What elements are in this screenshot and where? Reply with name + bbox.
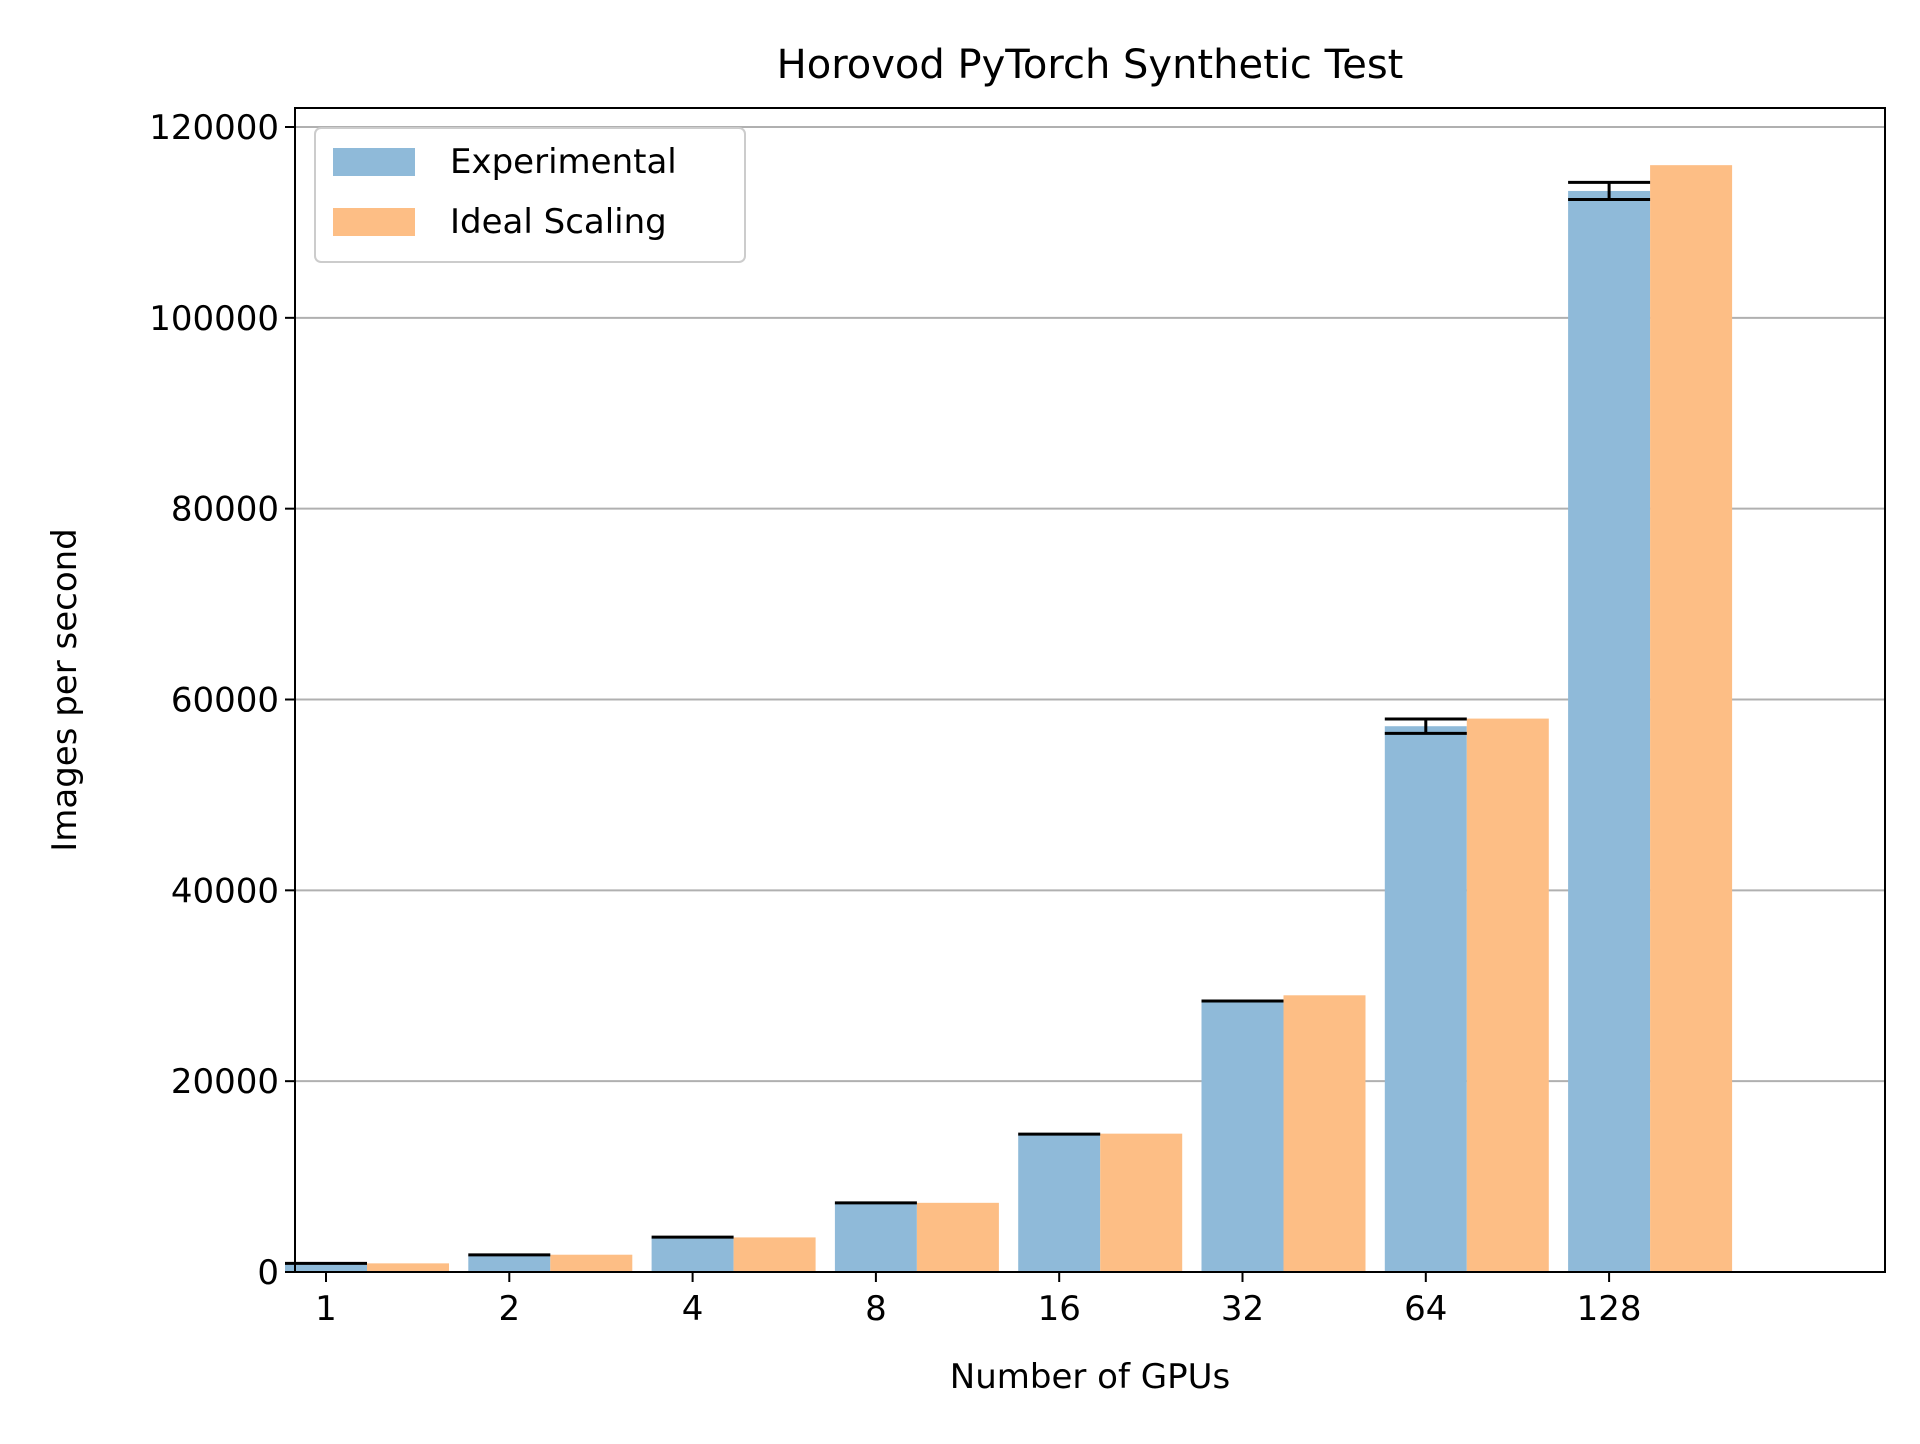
- legend-label-experimental: Experimental: [450, 142, 677, 182]
- bar-ideal-scaling: [550, 1254, 633, 1272]
- x-tick-label: 32: [1221, 1289, 1264, 1329]
- y-tick-label: 40000: [171, 871, 279, 911]
- x-tick-label: 4: [682, 1289, 704, 1329]
- bar-ideal-scaling: [367, 1263, 449, 1272]
- bar-experimental: [651, 1237, 734, 1272]
- chart-title: Horovod PyTorch Synthetic Test: [777, 42, 1404, 88]
- legend-swatch-ideal-scaling: [333, 208, 415, 236]
- y-axis-label: Images per second: [45, 528, 85, 852]
- error-bars-layer: [285, 180, 1651, 1265]
- legend-label-ideal-scaling: Ideal Scaling: [450, 202, 667, 242]
- y-tick-label: 0: [257, 1253, 279, 1293]
- x-tick-label: 16: [1038, 1289, 1081, 1329]
- x-tick-label: 1: [315, 1289, 337, 1329]
- bar-experimental: [468, 1254, 551, 1272]
- y-tick-label: 20000: [171, 1062, 279, 1102]
- bar-experimental: [1384, 726, 1467, 1272]
- bar-experimental: [1568, 190, 1651, 1272]
- legend-box: [314, 127, 746, 263]
- x-tick-label: 8: [865, 1289, 887, 1329]
- x-tick-label: 128: [1577, 1289, 1642, 1329]
- y-tick-label: 80000: [171, 490, 279, 530]
- y-tick-label: 60000: [171, 681, 279, 721]
- bars-layer: [285, 165, 1733, 1273]
- bar-ideal-scaling: [1466, 718, 1549, 1272]
- bar-experimental: [834, 1202, 917, 1272]
- x-tick-label: 2: [498, 1289, 520, 1329]
- legend-swatch-experimental: [333, 148, 415, 176]
- y-tick-label: 120000: [149, 108, 279, 148]
- bar-ideal-scaling: [1650, 165, 1733, 1273]
- legend: Experimental Ideal Scaling: [314, 127, 746, 263]
- bar-experimental: [1201, 1001, 1284, 1272]
- axes-layer: 0 20000 40000 60000 80000 100000 120000 1 2 4 8 16 3…: [149, 108, 1641, 1329]
- bar-experimental: [285, 1263, 367, 1272]
- bar-ideal-scaling: [916, 1202, 999, 1272]
- y-tick-label: 100000: [149, 299, 279, 339]
- bar-ideal-scaling: [1100, 1133, 1183, 1272]
- x-axis-label: Number of GPUs: [950, 1357, 1230, 1397]
- grid-layer: [295, 126, 1885, 1083]
- bar-ideal-scaling: [1283, 995, 1366, 1272]
- plot-frame: [294, 107, 1886, 1273]
- x-tick-label: 64: [1404, 1289, 1447, 1329]
- bar-ideal-scaling: [733, 1237, 816, 1272]
- bar-experimental: [1018, 1134, 1101, 1272]
